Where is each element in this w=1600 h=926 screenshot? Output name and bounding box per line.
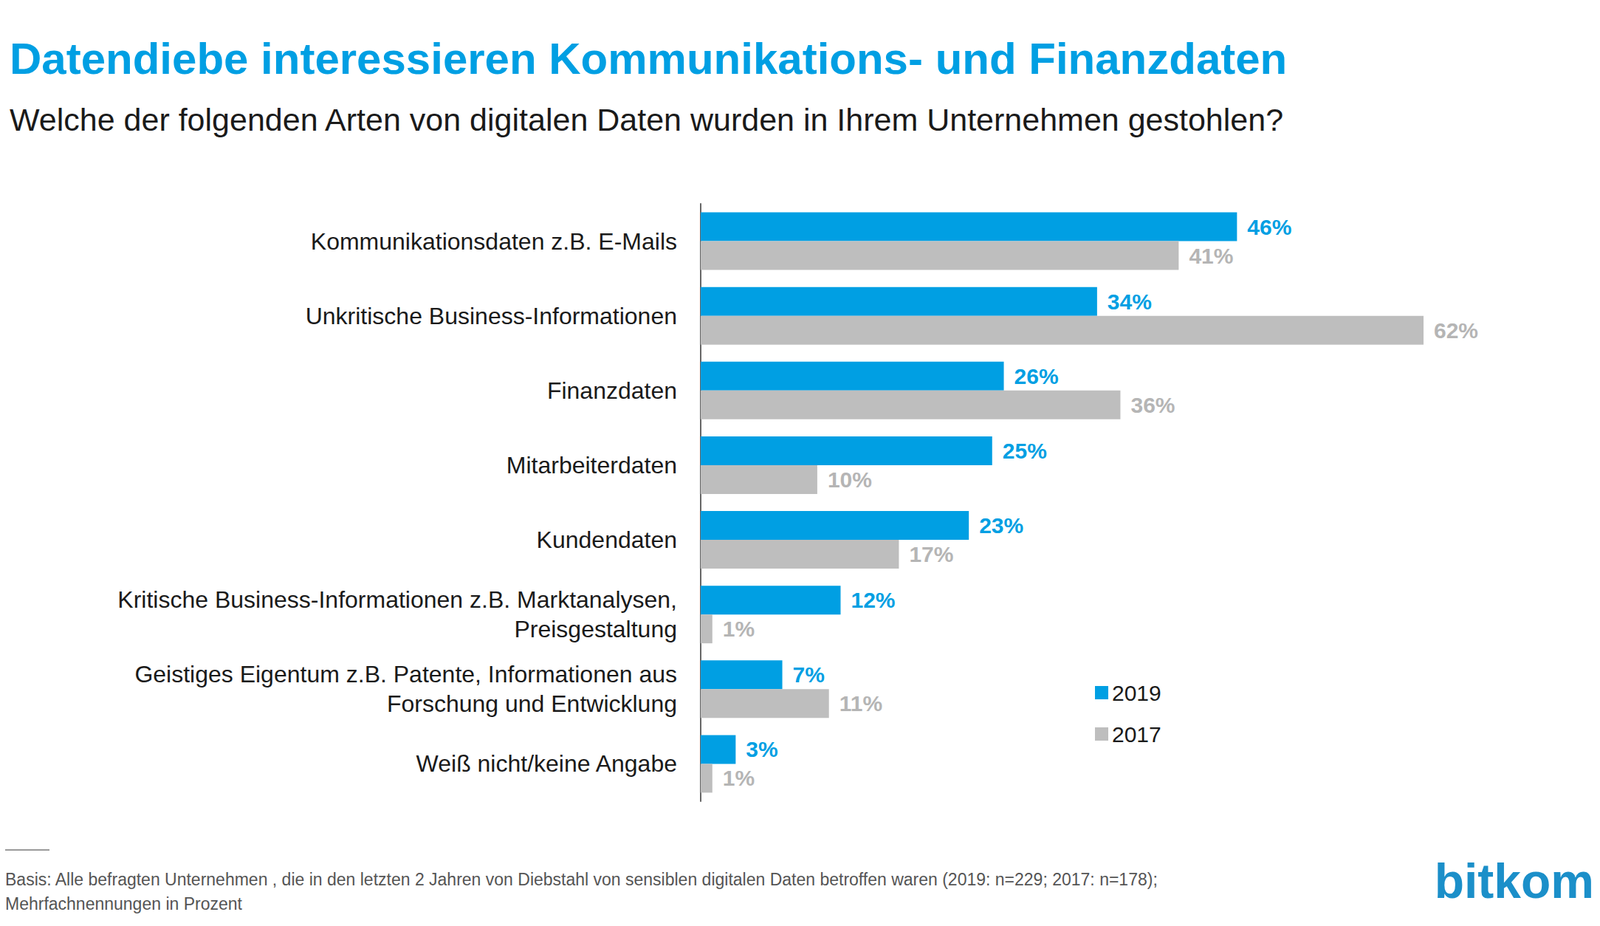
svg-text:46%: 46% [1247,214,1292,240]
svg-text:12%: 12% [850,587,895,613]
svg-text:2019: 2019 [1111,680,1162,706]
svg-text:Mitarbeiterdaten: Mitarbeiterdaten [506,451,678,479]
svg-text:23%: 23% [979,513,1024,538]
svg-text:Datendiebe interessieren Kommu: Datendiebe interessieren Kommunikations-… [9,33,1287,84]
svg-text:Preisgestaltung: Preisgestaltung [513,615,678,643]
svg-text:Basis: Alle befragten Unterneh: Basis: Alle befragten Unternehmen , die … [5,869,1158,889]
svg-text:36%: 36% [1130,392,1175,418]
svg-text:Forschung und Entwicklung: Forschung und Entwicklung [386,690,678,717]
svg-text:1%: 1% [722,765,755,791]
svg-text:Welche der folgenden Arten von: Welche der folgenden Arten von digitalen… [9,101,1284,138]
svg-text:62%: 62% [1433,318,1479,343]
svg-text:10%: 10% [827,467,872,492]
svg-text:Weiß nicht/keine Angabe: Weiß nicht/keine Angabe [416,750,678,777]
svg-text:1%: 1% [722,616,755,641]
svg-text:Kundendaten: Kundendaten [536,526,678,554]
svg-text:3%: 3% [745,736,778,762]
svg-text:26%: 26% [1014,364,1059,389]
svg-text:Geistiges Eigentum z.B. Patent: Geistiges Eigentum z.B. Patente, Informa… [134,660,678,688]
svg-text:25%: 25% [1002,438,1047,463]
svg-text:Kommunikationsdaten z.B. E-Mai: Kommunikationsdaten z.B. E-Mails [310,228,678,255]
svg-text:34%: 34% [1107,289,1152,314]
svg-text:bitkom: bitkom [1434,853,1595,909]
svg-text:Kritische Business-Information: Kritische Business-Informationen z.B. Ma… [117,586,678,613]
svg-text:Finanzdaten: Finanzdaten [547,377,678,404]
svg-text:7%: 7% [792,662,825,687]
svg-text:2017: 2017 [1111,722,1162,747]
svg-text:Unkritische Business-Informati: Unkritische Business-Informationen [305,302,678,330]
svg-text:11%: 11% [839,691,883,716]
svg-text:17%: 17% [908,541,954,567]
svg-text:41%: 41% [1188,243,1234,269]
svg-text:Mehrfachnennungen in Prozent: Mehrfachnennungen in Prozent [5,894,243,914]
